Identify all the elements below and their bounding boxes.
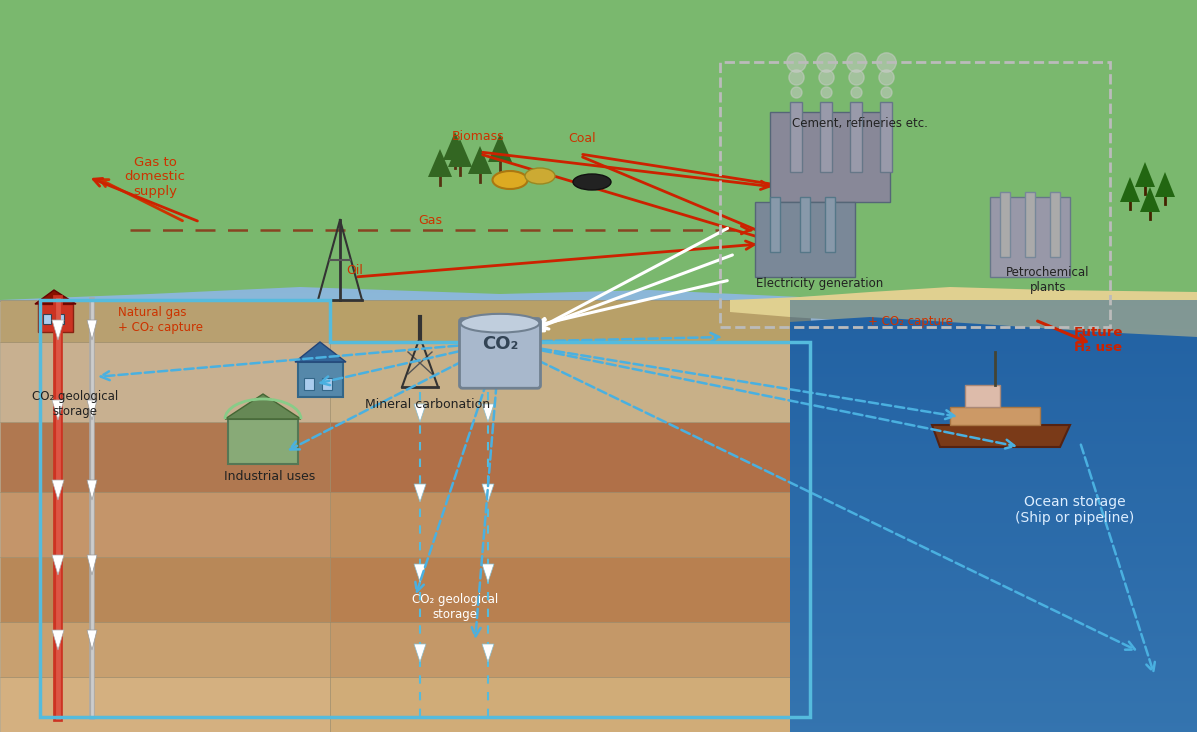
Polygon shape [0,0,1197,182]
Text: Future
H₂ use: Future H₂ use [1074,326,1123,354]
Polygon shape [414,644,426,662]
Ellipse shape [492,171,528,189]
Bar [770,112,891,202]
Bar [322,378,332,390]
Bar [56,314,63,324]
Polygon shape [51,630,63,650]
Bar [850,102,862,172]
Bar [990,197,1070,277]
Text: Cement, refineries etc.: Cement, refineries etc. [792,118,928,130]
Polygon shape [87,555,97,575]
Text: CO₂ geological
storage: CO₂ geological storage [32,390,119,418]
Polygon shape [51,555,63,575]
Bar [880,102,892,172]
Polygon shape [87,630,97,650]
Bar [1050,192,1061,257]
Bar [1025,192,1035,257]
Bar [330,622,810,677]
Bar [43,314,51,324]
Text: Ocean storage
(Ship or pipeline): Ocean storage (Ship or pipeline) [1015,495,1135,525]
Bar [0,622,330,677]
Polygon shape [468,146,492,174]
Bar [0,557,330,622]
Bar [820,102,832,172]
Bar [298,362,344,397]
Polygon shape [35,290,75,304]
Text: CO₂: CO₂ [482,335,518,353]
Bar [790,102,802,172]
Polygon shape [932,425,1070,447]
Polygon shape [51,480,63,500]
Text: Mineral carbonation: Mineral carbonation [365,397,490,411]
Bar [825,197,836,252]
Polygon shape [414,404,426,422]
Bar [0,677,330,732]
Polygon shape [0,0,1197,300]
Text: Gas to
domestic
supply: Gas to domestic supply [124,155,186,198]
Polygon shape [482,484,494,502]
Polygon shape [730,287,1197,352]
Bar [790,622,1197,682]
Bar [304,378,314,390]
Text: CO₂ geological
storage: CO₂ geological storage [412,593,498,621]
Bar [950,407,1040,425]
Ellipse shape [573,174,610,190]
Polygon shape [1120,177,1140,202]
Polygon shape [0,0,1197,237]
Bar [330,300,810,342]
Bar [965,385,999,407]
Bar [0,422,330,492]
Polygon shape [448,139,472,167]
Text: + CO₂ capture: + CO₂ capture [868,315,953,329]
Bar [227,419,298,464]
Text: Petrochemical
plants: Petrochemical plants [1007,266,1089,294]
Polygon shape [87,400,97,420]
Bar [0,300,330,342]
Polygon shape [414,484,426,502]
Polygon shape [294,342,346,362]
Polygon shape [1140,187,1160,212]
Polygon shape [482,404,494,422]
Text: Gas: Gas [418,214,442,226]
Polygon shape [488,134,512,162]
Text: Electricity generation: Electricity generation [757,277,883,291]
Bar [330,422,810,492]
Polygon shape [1155,172,1175,197]
Polygon shape [429,149,452,177]
Bar [330,492,810,557]
Polygon shape [87,320,97,340]
Bar [770,197,780,252]
Polygon shape [51,400,63,420]
Bar [800,197,810,252]
Ellipse shape [461,314,540,332]
Polygon shape [443,132,467,160]
Bar [790,572,1197,632]
Bar [38,304,73,332]
Bar [790,672,1197,732]
Polygon shape [1135,162,1155,187]
Polygon shape [225,394,300,419]
Bar [330,557,810,622]
Polygon shape [482,644,494,662]
Text: Industrial uses: Industrial uses [224,471,316,484]
Polygon shape [790,317,1197,732]
Text: Oil: Oil [347,264,364,277]
Text: Biomass: Biomass [451,130,504,143]
Bar [999,192,1010,257]
Polygon shape [0,0,1197,222]
Polygon shape [414,564,426,582]
FancyBboxPatch shape [460,318,541,388]
Ellipse shape [525,168,555,184]
Text: Coal: Coal [569,132,596,144]
Bar [0,492,330,557]
Polygon shape [51,320,63,340]
Polygon shape [482,564,494,582]
Polygon shape [87,480,97,500]
Bar [0,342,330,422]
Bar [755,202,855,277]
Bar [330,342,810,422]
Text: Natural gas
+ CO₂ capture: Natural gas + CO₂ capture [119,306,203,334]
Bar [330,677,810,732]
